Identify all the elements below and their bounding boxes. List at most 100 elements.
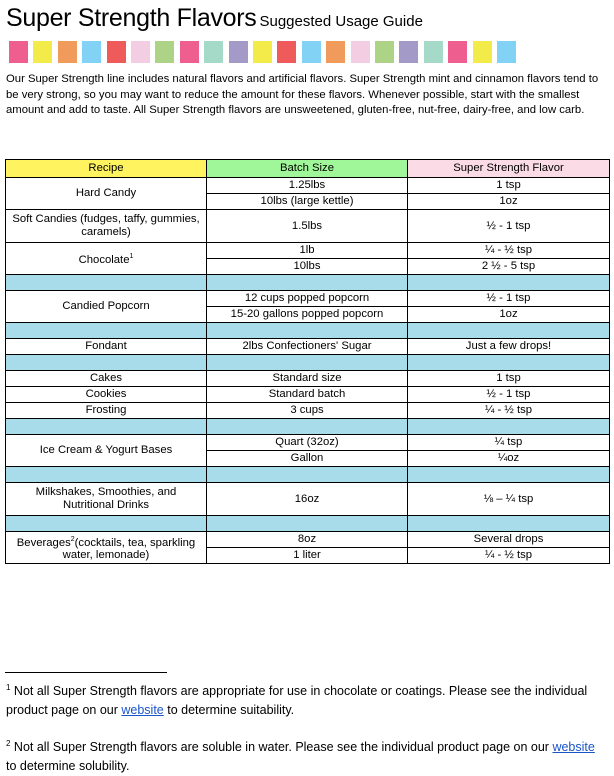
- recipe-cell: Cookies: [5, 386, 207, 403]
- recipe-name: Frosting: [85, 404, 127, 416]
- footnote-text: to determine suitability.: [163, 703, 295, 718]
- batch-size-cell: 1 liter: [206, 547, 408, 564]
- footnote-text: to determine solubility.: [6, 759, 130, 774]
- recipe-cell: Hard Candy: [5, 177, 207, 210]
- recipe-name: Cakes: [89, 372, 123, 384]
- batch-size-cell: 3 cups: [206, 402, 408, 419]
- recipe-cell: Soft Candies (fudges, taffy, gummies, ca…: [5, 209, 207, 243]
- recipe-name: Soft Candies (fudges, taffy, gummies, ca…: [12, 213, 200, 238]
- table-row: Cookies Standard batch ½ - 1 tsp: [5, 386, 610, 403]
- batch-size-cell: 1.5lbs: [206, 209, 408, 243]
- color-swatch: [375, 41, 394, 63]
- color-swatch: [301, 41, 321, 63]
- color-swatch: [326, 41, 346, 63]
- table-row: Candied Popcorn 12 cups popped popcorn ½ -…: [5, 290, 610, 323]
- website-link[interactable]: website: [121, 703, 164, 718]
- title-main: Super Strength Flavors: [6, 4, 257, 32]
- table-row: Gallon ¼oz: [6, 450, 610, 467]
- batch-size-cell: 15-20 gallons popped popcorn: [206, 306, 408, 323]
- separator-row: [5, 322, 610, 339]
- separator-cell: [206, 515, 408, 532]
- recipe-cell: Cakes: [5, 370, 207, 387]
- separator-cell: [206, 466, 408, 483]
- color-swatch: [497, 41, 516, 63]
- flavor-amount-cell: ¼oz: [407, 450, 610, 467]
- color-swatch: [57, 41, 77, 63]
- recipe-cell: Ice Cream & Yogurt Bases: [5, 434, 207, 467]
- table-row: 15-20 gallons popped popcorn 1oz: [6, 306, 610, 323]
- website-link[interactable]: website: [552, 740, 595, 755]
- table-row: Soft Candies (fudges, taffy, gummies, ca…: [5, 209, 610, 243]
- separator-cell: [407, 466, 610, 483]
- batch-size-cell: 12 cups popped popcorn: [206, 290, 408, 307]
- batch-size-cell: Gallon: [206, 450, 408, 467]
- flavor-amount-cell: 1 tsp: [407, 177, 610, 194]
- color-swatch: [155, 41, 175, 63]
- separator-cell: [5, 274, 207, 291]
- footnote-text: Not all Super Strength flavors are solub…: [10, 740, 553, 755]
- batch-size-cell: 2lbs Confectioners' Sugar: [206, 338, 408, 355]
- table-row: Cakes Standard size 1 tsp: [5, 370, 610, 387]
- batch-size-cell: 10lbs: [206, 258, 408, 275]
- color-swatch: [33, 41, 53, 63]
- intro-paragraph: Our Super Strength line includes natural…: [6, 73, 599, 116]
- recipe-cell: Candied Popcorn: [5, 290, 207, 323]
- separator-cell: [407, 418, 610, 435]
- table-row: Fondant 2lbs Confectioners' Sugar Just a f…: [5, 338, 610, 355]
- table-row: Ice Cream & Yogurt Bases Quart (32oz) ¼ ts…: [5, 434, 610, 467]
- color-swatch: [423, 41, 443, 63]
- header-recipe: Recipe: [5, 159, 207, 178]
- separator-row: [5, 418, 610, 435]
- batch-size-cell: 1lb: [206, 242, 408, 259]
- flavor-amount-cell: ⅛ – ¼ tsp: [407, 482, 610, 516]
- separator-cell: [206, 274, 408, 291]
- footnote-mark: 2: [6, 739, 11, 748]
- color-swatch: [253, 41, 272, 63]
- flavor-amount-cell: 1oz: [407, 193, 610, 210]
- table-row: Beverages2(cocktails, tea, sparkling wat…: [5, 531, 610, 564]
- separator-row: [5, 466, 610, 483]
- header-batch-size: Batch Size: [206, 159, 408, 178]
- separator-cell: [206, 418, 408, 435]
- table-row: 1 liter ¼ - ½ tsp: [6, 547, 610, 564]
- footnote-divider: [5, 672, 167, 673]
- recipe-name: Chocolate: [78, 253, 130, 266]
- batch-size-cell: 8oz: [206, 531, 408, 548]
- footnote-mark: 1: [129, 253, 134, 261]
- separator-row: [5, 354, 610, 371]
- batch-size-cell: 10lbs (large kettle): [206, 193, 408, 210]
- table-row: Frosting 3 cups ¼ - ½ tsp: [5, 402, 610, 419]
- separator-cell: [407, 354, 610, 371]
- page-title: Super Strength Flavors Suggested Usage Gu…: [6, 4, 423, 33]
- color-swatch: [277, 41, 297, 63]
- color-swatch: [131, 41, 150, 63]
- color-swatch: [350, 41, 370, 63]
- usage-table: Recipe Batch Size Super Strength Flavor …: [5, 159, 610, 564]
- flavor-amount-cell: ½ - 1 tsp: [407, 290, 610, 307]
- color-swatch: [204, 41, 224, 63]
- footnote-1: 1 Not all Super Strength flavors are app…: [6, 678, 606, 720]
- separator-cell: [206, 354, 408, 371]
- recipe-name: Milkshakes, Smoothies, and Nutritional D…: [35, 486, 177, 511]
- separator-cell: [407, 274, 610, 291]
- footnote-mark: 1: [6, 683, 11, 692]
- separator-cell: [5, 322, 207, 339]
- flavor-amount-cell: ¼ - ½ tsp: [407, 547, 610, 564]
- flavor-amount-cell: 1 tsp: [407, 370, 610, 387]
- flavor-amount-cell: ¼ - ½ tsp: [407, 242, 610, 259]
- separator-cell: [407, 515, 610, 532]
- flavor-amount-cell: Several drops: [407, 531, 610, 548]
- color-swatch: [179, 41, 199, 63]
- batch-size-cell: 16oz: [206, 482, 408, 516]
- batch-size-cell: 1.25lbs: [206, 177, 408, 194]
- table-row: Milkshakes, Smoothies, and Nutritional D…: [5, 482, 610, 516]
- color-swatch: [82, 41, 102, 63]
- flavor-amount-cell: 1oz: [407, 306, 610, 323]
- recipe-cell: Beverages2(cocktails, tea, sparkling wat…: [5, 531, 207, 564]
- color-swatch: [399, 41, 419, 63]
- flavor-amount-cell: ¼ - ½ tsp: [407, 402, 610, 419]
- footnote-2: 2 Not all Super Strength flavors are sol…: [6, 734, 606, 776]
- separator-row: [5, 515, 610, 532]
- recipe-cell: Frosting: [5, 402, 207, 419]
- color-swatch: [9, 41, 28, 63]
